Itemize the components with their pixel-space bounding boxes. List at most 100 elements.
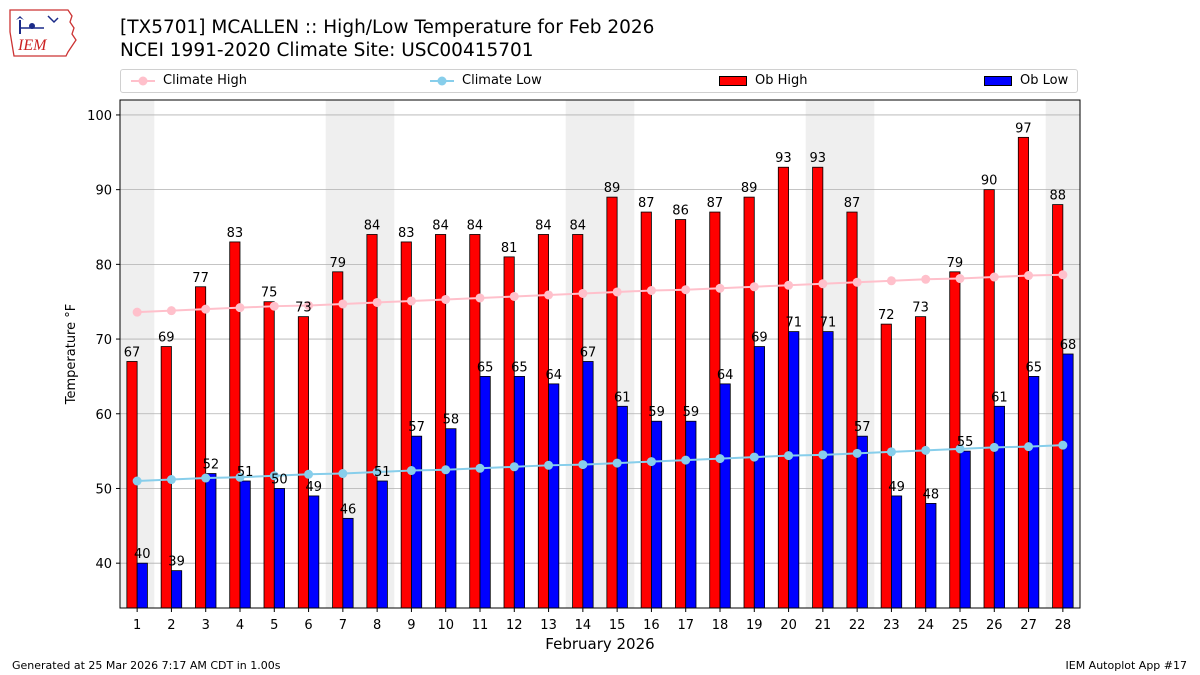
generated-timestamp: Generated at 25 Mar 2026 7:17 AM CDT in … bbox=[12, 659, 281, 672]
climate-high-line bbox=[137, 273, 1063, 314]
y-tick-label: 80 bbox=[95, 258, 112, 273]
x-tick-label: 4 bbox=[236, 618, 244, 633]
x-tick-label: 16 bbox=[643, 618, 660, 633]
ob-low-value-label: 52 bbox=[203, 458, 220, 473]
ob-low-bar bbox=[856, 435, 868, 609]
weekend-shade bbox=[600, 100, 635, 608]
climate-low-point bbox=[955, 444, 965, 454]
y-tick-label: 50 bbox=[95, 482, 112, 497]
x-tick-label: 27 bbox=[1020, 618, 1037, 633]
x-tick-label: 6 bbox=[304, 618, 312, 633]
x-tick-label: 12 bbox=[506, 618, 523, 633]
climate-low-point bbox=[132, 476, 142, 486]
climate-high-point bbox=[715, 283, 725, 293]
climate-low-point bbox=[475, 463, 485, 473]
ob-low-value-label: 68 bbox=[1060, 338, 1077, 353]
ob-high-bar bbox=[640, 211, 652, 609]
climate-low-point bbox=[578, 460, 588, 470]
climate-low-point bbox=[304, 469, 314, 479]
ob-low-bar bbox=[445, 428, 457, 609]
legend: Climate High Climate Low Ob High Ob Low bbox=[120, 69, 1078, 93]
chart-title: [TX5701] MCALLEN :: High/Low Temperature… bbox=[120, 17, 655, 38]
ob-low-value-label: 71 bbox=[820, 316, 837, 331]
ob-high-value-label: 72 bbox=[878, 308, 895, 323]
ob-high-bar bbox=[195, 286, 207, 609]
ob-low-value-label: 39 bbox=[168, 555, 185, 570]
legend-label-climate-high: Climate High bbox=[163, 73, 248, 88]
ob-high-bar bbox=[435, 234, 447, 609]
climate-low-point bbox=[338, 469, 348, 479]
ob-low-value-label: 59 bbox=[683, 405, 700, 420]
climate-high-point bbox=[166, 306, 176, 316]
climate-high-point bbox=[1058, 270, 1068, 280]
ob-high-bar bbox=[400, 241, 412, 609]
ob-high-value-label: 89 bbox=[741, 181, 758, 196]
ob-low-bar bbox=[513, 376, 525, 609]
x-tick-label: 9 bbox=[407, 618, 415, 633]
x-tick-label: 25 bbox=[952, 618, 969, 633]
ob-high-bar bbox=[297, 316, 309, 609]
x-tick-label: 1 bbox=[133, 618, 141, 633]
climate-high-point bbox=[681, 285, 691, 295]
x-tick-label: 19 bbox=[746, 618, 763, 633]
y-axis-label: Temperature °F bbox=[64, 304, 79, 405]
ob-low-value-label: 57 bbox=[854, 420, 871, 435]
climate-high-point bbox=[269, 301, 279, 311]
legend-marker-climate-high bbox=[131, 76, 155, 85]
legend-marker-climate-low bbox=[430, 76, 454, 85]
ob-high-bar bbox=[572, 234, 584, 609]
ob-high-value-label: 84 bbox=[364, 218, 381, 233]
ob-high-bar bbox=[709, 211, 721, 609]
ob-high-value-label: 75 bbox=[261, 286, 278, 301]
x-tick-label: 26 bbox=[986, 618, 1003, 633]
ob-high-value-label: 79 bbox=[329, 256, 346, 271]
weekend-shading bbox=[120, 100, 1080, 608]
climate-low-point bbox=[235, 472, 245, 482]
x-tick-label: 2 bbox=[167, 618, 175, 633]
y-tick-label: 60 bbox=[95, 408, 112, 423]
climate-high-point bbox=[132, 307, 142, 317]
climate-low-point bbox=[886, 447, 896, 457]
ob-low-value-label: 48 bbox=[923, 487, 940, 502]
ob-high-bar bbox=[469, 234, 481, 609]
x-tick-label: 20 bbox=[780, 618, 797, 633]
climate-high-point bbox=[304, 300, 314, 310]
ob-high-bar bbox=[229, 241, 241, 609]
climate-low-point bbox=[989, 442, 999, 452]
legend-item-climate-high: Climate High bbox=[131, 73, 247, 88]
ob-high-bar bbox=[1052, 204, 1064, 609]
ob-high-bar bbox=[366, 234, 378, 609]
climate-high-point bbox=[818, 279, 828, 289]
ob-high-bar bbox=[983, 189, 995, 609]
ob-low-bar bbox=[548, 383, 560, 609]
ob-high-bar bbox=[537, 234, 549, 609]
legend-item-ob-high: Ob High bbox=[719, 73, 808, 88]
ob-low-value-label: 46 bbox=[340, 502, 357, 517]
ob-low-value-label: 57 bbox=[408, 420, 425, 435]
ob-low-value-label: 65 bbox=[477, 360, 494, 375]
ob-high-value-label: 97 bbox=[1015, 121, 1032, 136]
climate-high-point bbox=[544, 290, 554, 300]
legend-label-climate-low: Climate Low bbox=[462, 73, 542, 88]
iem-logo: IEM bbox=[9, 9, 77, 57]
climate-high-point bbox=[578, 288, 588, 298]
climate-low-point bbox=[441, 465, 451, 475]
climate-low-point bbox=[1058, 440, 1068, 450]
chart-subtitle: NCEI 1991-2020 Climate Site: USC00415701 bbox=[120, 40, 534, 61]
plot-frame bbox=[119, 99, 1081, 609]
climate-lines bbox=[132, 270, 1068, 486]
ob-low-bar bbox=[753, 346, 765, 609]
weekend-shade bbox=[840, 100, 875, 608]
ob-low-bar bbox=[651, 420, 663, 609]
ob-high-value-label: 93 bbox=[809, 151, 826, 166]
app-label: IEM Autoplot App #17 bbox=[1065, 659, 1188, 672]
climate-low-point bbox=[406, 466, 416, 476]
climate-low-point bbox=[646, 457, 656, 467]
ob-low-bar bbox=[719, 383, 731, 609]
ob-low-value-label: 50 bbox=[271, 472, 288, 487]
ob-high-value-label: 83 bbox=[398, 226, 415, 241]
climate-low-point bbox=[509, 462, 519, 472]
ob-low-bar bbox=[239, 480, 251, 609]
ob-high-bar bbox=[503, 256, 515, 609]
